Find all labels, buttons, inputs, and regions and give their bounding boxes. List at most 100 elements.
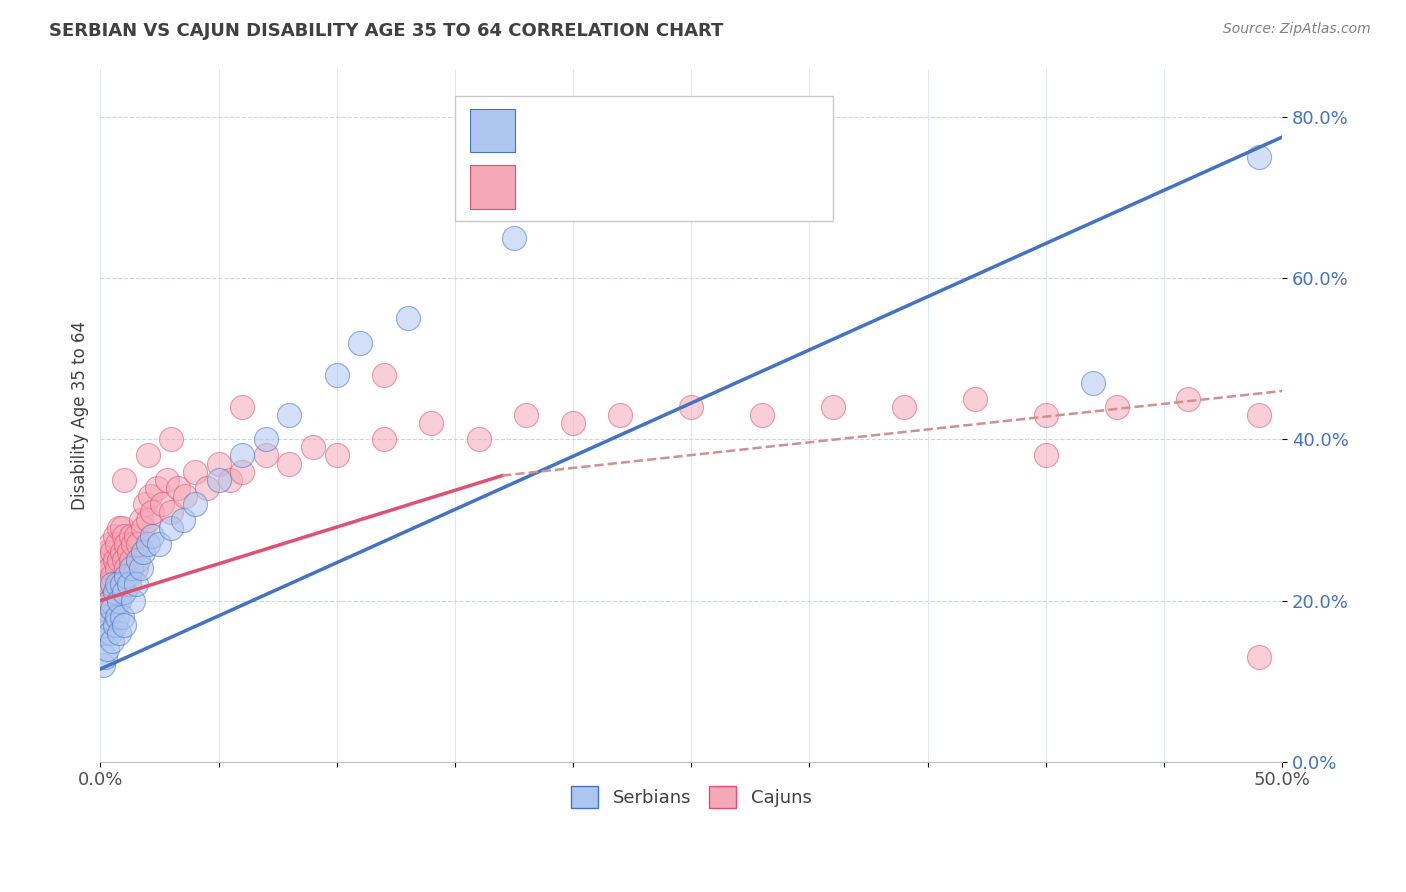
Point — [108, 553, 131, 567]
Point — [125, 577, 148, 591]
Point — [1105, 400, 1128, 414]
Point — [503, 231, 526, 245]
Point — [125, 561, 148, 575]
Point — [120, 561, 142, 575]
Point — [146, 481, 169, 495]
Point — [136, 537, 159, 551]
Point — [96, 641, 118, 656]
Point — [103, 529, 125, 543]
Point — [963, 392, 986, 406]
Point — [141, 505, 163, 519]
Point — [105, 577, 128, 591]
Point — [105, 537, 128, 551]
Point — [91, 625, 114, 640]
Point — [160, 505, 183, 519]
Point — [101, 577, 124, 591]
Point — [112, 585, 135, 599]
Point — [1177, 392, 1199, 406]
Point — [112, 473, 135, 487]
Point — [325, 368, 347, 382]
Point — [254, 449, 277, 463]
Point — [115, 537, 138, 551]
Point — [127, 537, 149, 551]
Point — [96, 601, 118, 615]
Point — [278, 408, 301, 422]
Point — [515, 408, 537, 422]
Point — [195, 481, 218, 495]
Point — [98, 625, 121, 640]
Point — [94, 569, 117, 583]
Point — [125, 529, 148, 543]
Point — [103, 585, 125, 599]
Point — [120, 553, 142, 567]
Point — [112, 553, 135, 567]
Point — [94, 593, 117, 607]
Point — [129, 513, 152, 527]
Point — [122, 537, 145, 551]
Point — [609, 408, 631, 422]
Point — [1035, 408, 1057, 422]
Point — [101, 545, 124, 559]
Point — [823, 400, 845, 414]
Point — [207, 457, 229, 471]
Point — [94, 553, 117, 567]
Point — [111, 609, 134, 624]
Point — [160, 521, 183, 535]
Point — [105, 561, 128, 575]
Point — [112, 529, 135, 543]
Point — [127, 553, 149, 567]
Point — [148, 537, 170, 551]
Point — [467, 433, 489, 447]
Point — [118, 569, 141, 583]
Point — [562, 416, 585, 430]
Point — [681, 400, 703, 414]
Point — [1247, 408, 1270, 422]
Point — [101, 633, 124, 648]
Point — [1247, 650, 1270, 665]
Point — [108, 577, 131, 591]
Point — [134, 497, 156, 511]
Point — [231, 465, 253, 479]
Point — [94, 617, 117, 632]
Point — [184, 497, 207, 511]
Point — [108, 593, 131, 607]
Point — [373, 433, 395, 447]
Legend: Serbians, Cajuns: Serbians, Cajuns — [564, 779, 818, 815]
Point — [96, 609, 118, 624]
Point — [141, 529, 163, 543]
Point — [1247, 150, 1270, 164]
Point — [118, 545, 141, 559]
Point — [98, 537, 121, 551]
Point — [231, 400, 253, 414]
Point — [105, 593, 128, 607]
Y-axis label: Disability Age 35 to 64: Disability Age 35 to 64 — [72, 320, 89, 509]
Point — [111, 577, 134, 591]
Point — [111, 521, 134, 535]
Point — [278, 457, 301, 471]
Point — [91, 609, 114, 624]
Point — [136, 449, 159, 463]
Point — [129, 561, 152, 575]
Point — [101, 569, 124, 583]
Point — [302, 441, 325, 455]
Point — [136, 513, 159, 527]
Point — [254, 433, 277, 447]
Point — [396, 311, 419, 326]
Point — [96, 545, 118, 559]
Point — [101, 601, 124, 615]
Point — [184, 465, 207, 479]
Text: Source: ZipAtlas.com: Source: ZipAtlas.com — [1223, 22, 1371, 37]
Point — [94, 650, 117, 665]
Point — [132, 521, 155, 535]
Point — [120, 529, 142, 543]
Point — [111, 545, 134, 559]
Point — [98, 561, 121, 575]
Point — [167, 481, 190, 495]
Point — [112, 585, 135, 599]
Point — [219, 473, 242, 487]
Point — [105, 609, 128, 624]
Point — [1081, 376, 1104, 390]
Point — [115, 561, 138, 575]
Point — [112, 617, 135, 632]
Point — [562, 190, 585, 204]
